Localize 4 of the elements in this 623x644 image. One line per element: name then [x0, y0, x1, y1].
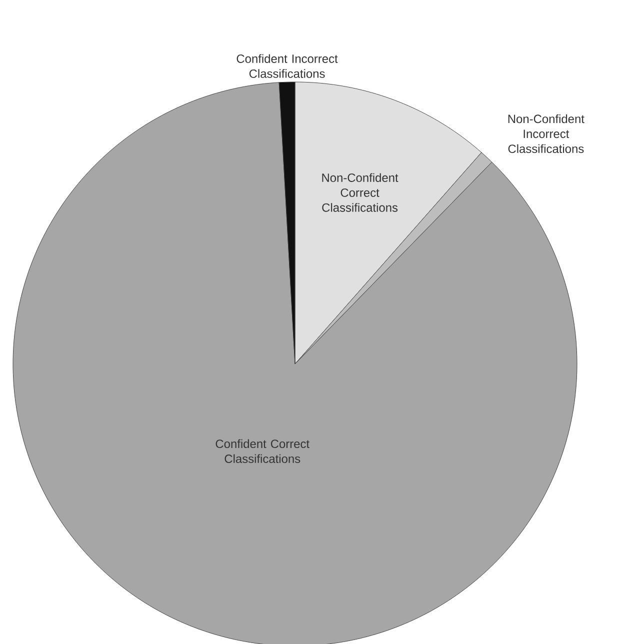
- slice-label: Non-Confident Incorrect Classifications: [508, 114, 584, 154]
- slice-label: Confident Correct Classifications: [216, 439, 310, 464]
- slice-label: Non-Confident Correct Classifications: [322, 173, 398, 212]
- slice-label: Confident Incorrect Classifications: [236, 54, 338, 78]
